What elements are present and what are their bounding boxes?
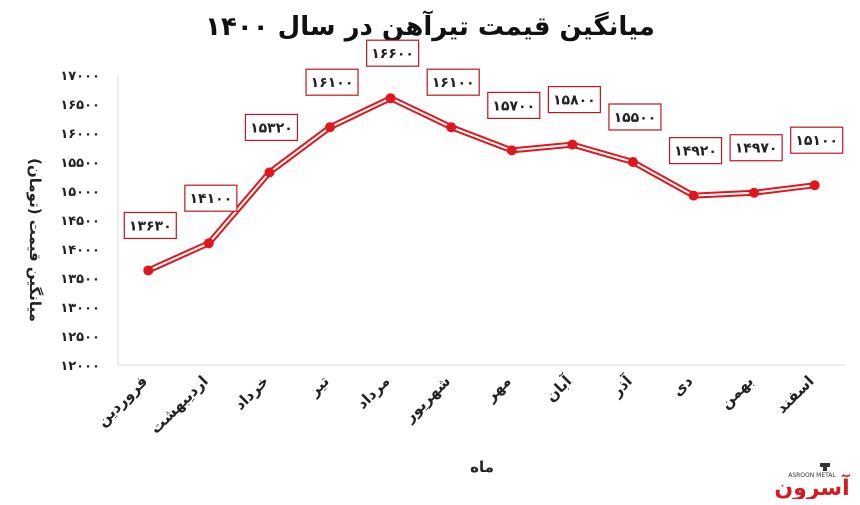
data-label-box bbox=[305, 68, 359, 96]
data-label-box bbox=[426, 68, 480, 96]
data-point bbox=[809, 180, 820, 191]
data-label: ۱۴۹۷۰ bbox=[729, 134, 783, 162]
x-category-label: آذر bbox=[607, 372, 636, 401]
data-point bbox=[446, 122, 457, 133]
data-label-text: ۱۵۳۲۰ bbox=[250, 120, 293, 136]
y-tick-label: ۱۳۰۰۰ bbox=[60, 301, 100, 316]
data-label: ۱۶۱۰۰ bbox=[426, 68, 480, 96]
y-tick-label: ۱۶۰۰۰ bbox=[60, 127, 100, 142]
data-point bbox=[688, 190, 699, 201]
data-point bbox=[385, 93, 396, 104]
data-label-text: ۱۶۱۰۰ bbox=[311, 75, 354, 91]
series-line-inner bbox=[147, 97, 815, 272]
x-category-label: بهمن bbox=[717, 372, 757, 412]
y-axis-title: میانگین قیمت (تومان) bbox=[26, 158, 44, 322]
x-category-label: مرداد bbox=[353, 372, 393, 412]
data-label-text: ۱۳۶۳۰ bbox=[129, 218, 172, 234]
data-label-box bbox=[244, 113, 299, 142]
data-point bbox=[264, 167, 275, 178]
data-label-text: ۱۵۱۰۰ bbox=[795, 133, 838, 149]
data-label-box bbox=[123, 211, 177, 240]
data-labels: ۱۳۶۳۰ ۱۴۱۰۰ ۱۵۳۲۰ ۱۶۱۰۰ ۱۶۶۰۰ ۱۶۱۰۰ ۱۵۷۰۰ ۱۵۸۰۰… bbox=[123, 39, 844, 240]
data-point bbox=[627, 157, 638, 167]
data-label-box bbox=[547, 85, 601, 114]
x-category-label: شهریور bbox=[400, 372, 454, 426]
y-tick-label: ۱۶۵۰۰ bbox=[60, 98, 100, 113]
x-category-label: دی bbox=[668, 372, 696, 400]
x-category-label: تیر bbox=[305, 372, 333, 400]
data-label-box bbox=[366, 39, 420, 67]
x-category-label: خرداد bbox=[231, 372, 272, 413]
price-series bbox=[143, 93, 820, 276]
y-tick-labels: ۱۲۰۰۰ ۱۲۵۰۰ ۱۳۰۰۰ ۱۳۵۰۰ ۱۴۰۰۰ ۱۴۵۰۰ ۱۵۰۰۰ ۱۵۵۰۰… bbox=[60, 69, 100, 374]
data-point bbox=[325, 122, 336, 133]
data-label-text: ۱۵۵۰۰ bbox=[614, 110, 657, 126]
x-category-label: آبان bbox=[542, 372, 576, 406]
logo-subtext: ASROON METAL bbox=[788, 472, 836, 479]
data-label-box bbox=[729, 134, 783, 162]
data-label-text: ۱۵۸۰۰ bbox=[553, 93, 596, 109]
data-label: ۱۵۸۰۰ bbox=[547, 85, 601, 114]
x-category-label: مهر bbox=[481, 372, 515, 406]
data-label-text: ۱۴۱۰۰ bbox=[190, 191, 233, 207]
data-point bbox=[749, 187, 760, 198]
data-label-box bbox=[184, 184, 238, 212]
chart-title: میانگین قیمت تیرآهن در سال ۱۴۰۰ bbox=[205, 12, 655, 42]
data-label: ۱۶۶۰۰ bbox=[366, 39, 420, 67]
y-tick-label: ۱۷۰۰۰ bbox=[60, 69, 100, 84]
data-point bbox=[203, 238, 214, 249]
data-label-box bbox=[668, 137, 723, 165]
data-label: ۱۵۱۰۰ bbox=[790, 126, 844, 154]
anvil-icon bbox=[820, 463, 830, 471]
data-point bbox=[567, 139, 578, 150]
x-category-label: اردیبهشت bbox=[146, 372, 211, 437]
y-tick-label: ۱۲۵۰۰ bbox=[60, 330, 100, 345]
asroon-logo: ASROON METAL آسرون bbox=[774, 463, 850, 499]
data-label-box bbox=[487, 91, 541, 120]
data-point bbox=[506, 145, 517, 156]
data-label-box bbox=[608, 103, 662, 131]
x-category-label: اسفند bbox=[773, 372, 818, 417]
data-label: ۱۶۱۰۰ bbox=[305, 68, 359, 96]
logo-wordmark: آسرون bbox=[774, 473, 850, 499]
data-point bbox=[143, 265, 154, 276]
x-axis-title: ماه bbox=[470, 458, 494, 476]
data-label-box bbox=[790, 126, 844, 154]
data-label: ۱۵۳۲۰ bbox=[244, 113, 299, 142]
data-label-text: ۱۴۹۷۰ bbox=[735, 141, 778, 157]
y-tick-label: ۱۴۰۰۰ bbox=[60, 243, 100, 258]
data-label-text: ۱۵۷۰۰ bbox=[492, 98, 535, 114]
y-tick-label: ۱۵۵۰۰ bbox=[60, 156, 100, 171]
data-label: ۱۴۱۰۰ bbox=[184, 184, 238, 212]
data-label-text: ۱۴۹۲۰ bbox=[674, 144, 717, 160]
x-category-label: فروردین bbox=[93, 372, 151, 430]
data-label-text: ۱۶۶۰۰ bbox=[371, 46, 414, 62]
data-label: ۱۵۷۰۰ bbox=[487, 91, 541, 120]
data-label: ۱۳۶۳۰ bbox=[123, 211, 177, 240]
y-tick-label: ۱۴۵۰۰ bbox=[60, 214, 100, 229]
y-tick-label: ۱۳۵۰۰ bbox=[60, 272, 100, 287]
data-label-text: ۱۶۱۰۰ bbox=[432, 75, 475, 91]
y-tick-label: ۱۲۰۰۰ bbox=[60, 359, 100, 374]
y-tick-label: ۱۵۰۰۰ bbox=[60, 185, 100, 200]
data-label: ۱۴۹۲۰ bbox=[668, 137, 723, 165]
data-label: ۱۵۵۰۰ bbox=[608, 103, 662, 131]
